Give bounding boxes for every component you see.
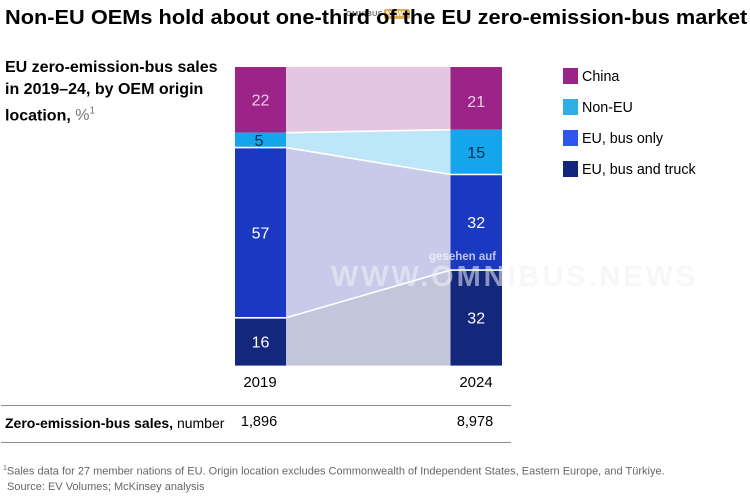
svg-text:21: 21 [467,94,485,111]
svg-text:5: 5 [255,133,264,150]
svg-text:22: 22 [252,93,270,110]
svg-text:32: 32 [467,311,485,328]
svg-text:32: 32 [467,215,485,232]
svg-text:16: 16 [252,335,270,352]
svg-text:57: 57 [252,226,270,243]
svg-text:15: 15 [467,145,485,162]
